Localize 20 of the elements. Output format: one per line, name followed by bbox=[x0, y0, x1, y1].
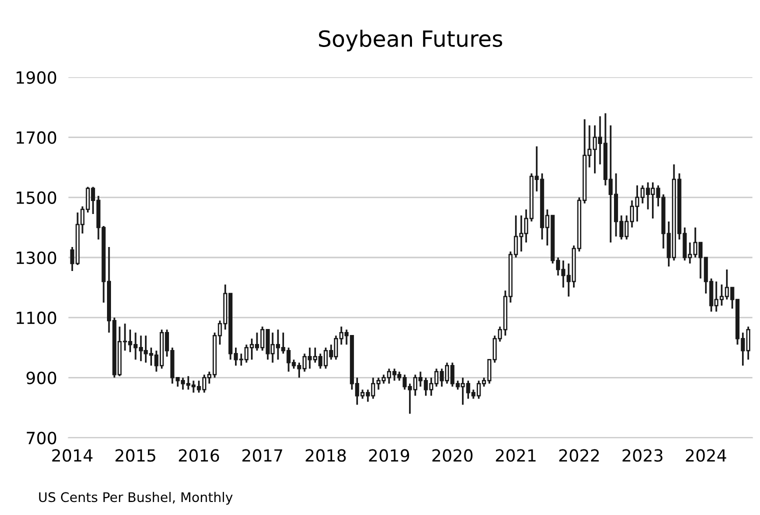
y-tick-label: 1900 bbox=[16, 71, 56, 84]
x-tick-label: 2018 bbox=[306, 449, 346, 462]
x-tick-label: 2019 bbox=[369, 449, 410, 462]
x-tick-label: 2021 bbox=[496, 449, 536, 462]
y-tick-label: 900 bbox=[26, 372, 56, 384]
y-tick-label: 1500 bbox=[16, 191, 56, 204]
x-tick-label: 2022 bbox=[559, 449, 599, 462]
x-tick-label: 2020 bbox=[432, 449, 472, 462]
x-tick-label: 2017 bbox=[242, 449, 282, 462]
x-tick-label: 2014 bbox=[52, 449, 92, 462]
y-tick-label: 700 bbox=[26, 432, 56, 444]
x-tick-label: 2016 bbox=[178, 449, 220, 462]
y-tick-label: 1300 bbox=[16, 251, 56, 264]
x-tick-label: 2015 bbox=[116, 449, 156, 462]
y-tick-label: 1700 bbox=[16, 131, 56, 144]
text: US Cents Per Bushel, Monthly bbox=[39, 492, 233, 505]
chart-title: Soybean Futures bbox=[319, 30, 502, 52]
x-tick-label: 2024 bbox=[686, 449, 726, 462]
y-tick-label: 1100 bbox=[16, 312, 56, 324]
x-tick-label: 2023 bbox=[622, 449, 662, 462]
